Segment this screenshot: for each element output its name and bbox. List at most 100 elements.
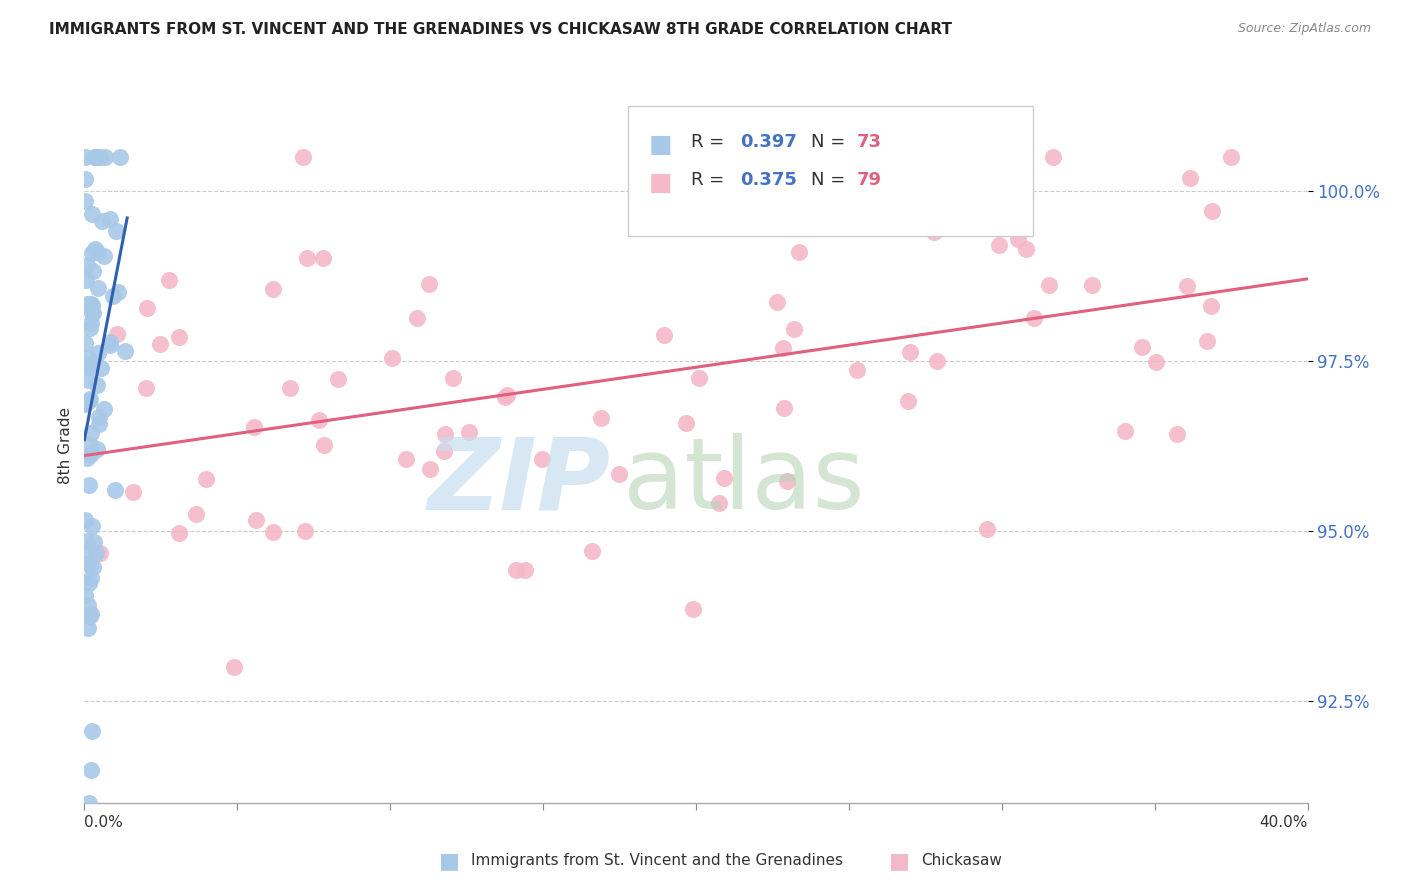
Point — [195, 472, 218, 486]
Point — [441, 371, 464, 385]
Point — [75, 396, 97, 410]
Point — [328, 372, 350, 386]
Point — [73, 588, 96, 602]
Point — [682, 601, 704, 615]
Point — [709, 496, 731, 510]
Point — [80, 519, 103, 533]
Point — [972, 150, 994, 164]
Point — [76, 451, 98, 466]
Point — [311, 251, 333, 265]
Point — [1081, 277, 1104, 292]
Point — [80, 316, 103, 330]
Point — [787, 245, 810, 260]
Point — [976, 522, 998, 536]
Point — [79, 392, 101, 406]
Point — [80, 607, 103, 621]
Point — [312, 438, 335, 452]
Point — [82, 207, 104, 221]
Point — [433, 427, 456, 442]
Point — [79, 609, 101, 624]
Point — [79, 359, 101, 374]
Text: Immigrants from St. Vincent and the Grenadines: Immigrants from St. Vincent and the Gren… — [471, 854, 844, 868]
Point — [295, 252, 318, 266]
Point — [98, 335, 121, 350]
Point — [79, 438, 101, 452]
Point — [79, 571, 101, 585]
Point — [987, 237, 1010, 252]
Point — [1178, 171, 1201, 186]
Point — [87, 417, 110, 431]
Point — [87, 346, 110, 360]
Point — [515, 563, 537, 577]
Point — [80, 724, 103, 739]
Point — [184, 508, 207, 522]
Point — [224, 660, 246, 674]
Point — [82, 559, 104, 574]
Point — [1220, 150, 1243, 164]
Point — [418, 277, 440, 292]
Point — [505, 563, 527, 577]
Point — [75, 397, 97, 411]
Point — [82, 306, 104, 320]
Point — [765, 295, 787, 310]
Point — [77, 351, 100, 365]
Point — [76, 297, 98, 311]
Point — [90, 361, 112, 376]
Point — [243, 420, 266, 434]
Point — [654, 328, 676, 343]
Point — [494, 391, 516, 405]
Point — [98, 212, 121, 227]
Point — [688, 371, 710, 385]
Y-axis label: 8th Grade: 8th Grade — [58, 408, 73, 484]
Point — [90, 214, 112, 228]
Point — [114, 344, 136, 359]
Point — [75, 171, 97, 186]
Point — [245, 513, 267, 527]
Point — [75, 273, 97, 287]
Point — [75, 194, 97, 209]
Point — [1144, 354, 1167, 368]
Point — [89, 150, 111, 164]
Point — [76, 545, 98, 559]
Text: IMMIGRANTS FROM ST. VINCENT AND THE GRENADINES VS CHICKASAW 8TH GRADE CORRELATIO: IMMIGRANTS FROM ST. VINCENT AND THE GREN… — [49, 22, 952, 37]
Text: N =: N = — [810, 133, 851, 151]
Point — [84, 546, 107, 560]
Point — [897, 394, 920, 409]
Point — [772, 341, 794, 355]
Point — [262, 282, 284, 296]
Point — [1166, 426, 1188, 441]
Point — [86, 442, 108, 457]
Point — [82, 264, 104, 278]
Point — [77, 557, 100, 571]
Point — [927, 353, 949, 368]
Point — [101, 289, 124, 303]
Point — [1038, 278, 1060, 293]
Point — [89, 410, 111, 425]
Point — [77, 373, 100, 387]
Point — [83, 150, 105, 164]
Point — [581, 544, 603, 558]
Point — [1130, 340, 1153, 354]
Point — [105, 224, 128, 238]
Point — [262, 525, 284, 540]
Point — [79, 321, 101, 335]
Point — [294, 524, 316, 538]
Point — [157, 273, 180, 287]
Text: Source: ZipAtlas.com: Source: ZipAtlas.com — [1237, 22, 1371, 36]
Point — [93, 150, 115, 164]
Point — [77, 393, 100, 408]
Point — [381, 351, 404, 366]
Point — [1042, 150, 1064, 164]
Point — [1114, 425, 1136, 439]
Point — [77, 478, 100, 492]
Text: 40.0%: 40.0% — [1260, 815, 1308, 830]
Point — [973, 162, 995, 177]
Point — [73, 150, 96, 164]
Point — [898, 345, 921, 359]
Point — [104, 483, 127, 497]
Point — [98, 338, 121, 352]
Point — [80, 425, 103, 440]
Text: N =: N = — [810, 171, 851, 189]
Text: ZIP: ZIP — [427, 434, 610, 530]
Point — [84, 150, 107, 164]
